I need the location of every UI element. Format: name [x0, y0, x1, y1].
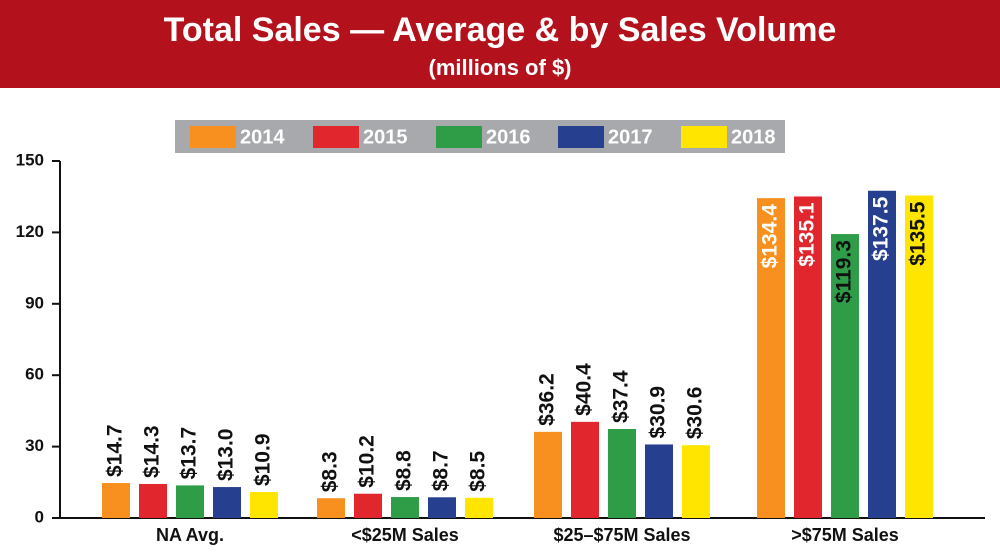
bar [868, 190, 896, 518]
value-label: $13.0 [215, 428, 238, 481]
value-label: $135.1 [796, 202, 819, 267]
bar [608, 428, 636, 518]
x-tick-label: >$75M Sales [791, 525, 899, 545]
legend-swatch [558, 126, 604, 148]
value-label: $8.8 [393, 450, 416, 491]
legend-label: 2014 [240, 126, 285, 148]
bar [176, 485, 204, 518]
bar [317, 498, 345, 518]
legend-swatch [436, 126, 482, 148]
legend-swatch [190, 126, 236, 148]
bar [139, 483, 167, 518]
y-tick-label: 150 [16, 150, 44, 169]
legend-swatch [313, 126, 359, 148]
value-label: $14.7 [104, 424, 127, 477]
y-tick-label: 90 [25, 293, 44, 312]
bar [831, 234, 859, 519]
value-label: $36.2 [536, 373, 559, 426]
value-label: $10.9 [252, 433, 275, 486]
bar [250, 492, 278, 518]
y-tick-label: 30 [25, 436, 44, 455]
value-label: $119.3 [833, 240, 856, 303]
legend-label: 2018 [731, 126, 776, 148]
value-label: $37.4 [610, 370, 633, 423]
y-tick-label: 120 [16, 222, 44, 241]
bar [794, 196, 822, 518]
value-label: $8.3 [319, 451, 342, 492]
value-label: $8.7 [430, 450, 453, 491]
legend-label: 2017 [608, 126, 653, 148]
bar [354, 493, 382, 518]
bar [465, 497, 493, 518]
bar [102, 483, 130, 518]
header-band [0, 0, 1000, 88]
value-label: $137.5 [870, 196, 893, 261]
y-tick-label: 0 [35, 507, 44, 526]
value-label: $14.3 [141, 425, 164, 478]
bar [645, 444, 673, 518]
value-label: $30.6 [684, 387, 707, 440]
value-label: $8.5 [467, 451, 490, 492]
bar [757, 198, 785, 519]
value-label: $30.9 [647, 386, 670, 439]
x-tick-label: NA Avg. [156, 525, 224, 545]
bar [905, 195, 933, 518]
value-label: $135.5 [907, 201, 930, 266]
value-label: $13.7 [178, 427, 201, 480]
value-label: $40.4 [573, 363, 596, 416]
y-tick-label: 60 [25, 365, 44, 384]
bar [534, 431, 562, 518]
legend-label: 2016 [486, 126, 531, 148]
x-tick-label: <$25M Sales [351, 525, 459, 545]
bar [391, 497, 419, 518]
bar [682, 445, 710, 518]
x-tick-label: $25–$75M Sales [553, 525, 690, 545]
chart-title: Total Sales — Average & by Sales Volume [164, 11, 837, 49]
value-label: $134.4 [759, 204, 782, 269]
legend-label: 2015 [363, 126, 408, 148]
value-label: $10.2 [356, 435, 379, 488]
legend-swatch [681, 126, 727, 148]
chart-subtitle: (millions of $) [429, 55, 572, 80]
bar [571, 421, 599, 518]
bar [428, 497, 456, 518]
bar [213, 487, 241, 518]
